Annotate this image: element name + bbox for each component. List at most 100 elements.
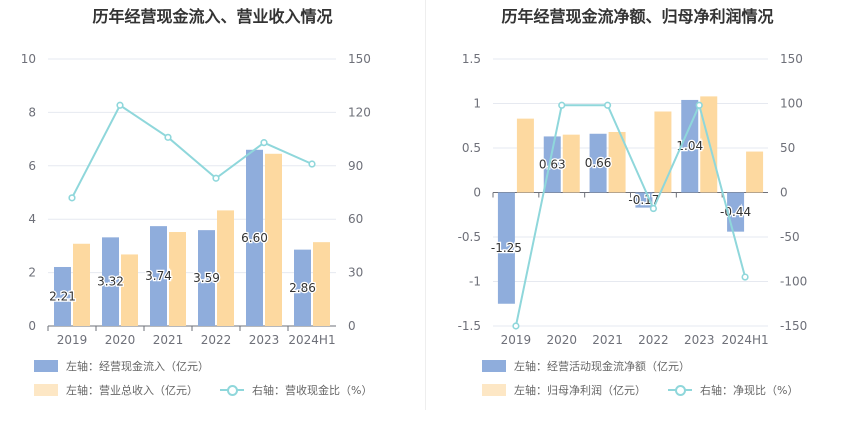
legend-line-swatch [220, 384, 244, 396]
right-axis-tick-label: 150 [780, 52, 803, 66]
legend-item-net-cash-ratio[interactable]: 右轴：净现比（%） [668, 382, 798, 398]
chart-title: 历年经营现金流入、营业收入情况 [92, 7, 333, 26]
bar-2019-series2 [516, 118, 534, 193]
x-axis-tick-label: 2021 [153, 333, 184, 347]
right-axis-tick-label: 30 [348, 266, 363, 280]
legend-bar-swatch [34, 384, 58, 396]
ratio-point-2020 [116, 101, 124, 109]
bar-2020-series1 [102, 237, 119, 326]
bar-2024H1-series2 [313, 242, 330, 326]
legend-item-revenue[interactable]: 左轴：营业总收入（亿元） [34, 382, 198, 398]
ratio-point-2022 [212, 174, 220, 182]
bar-data-label: 2.21 [49, 289, 76, 303]
ratio-point-2024H1 [741, 273, 749, 281]
bar-2021-series1 [150, 226, 167, 326]
right-axis-tick-label: -150 [780, 319, 807, 333]
bar-data-label: 3.74 [145, 269, 172, 283]
bar-2019-series1 [497, 192, 515, 304]
legend-item-cash-inflow[interactable]: 左轴：经营现金流入（亿元） [34, 358, 209, 374]
ratio-point-2021 [164, 133, 172, 141]
bar-data-label: -1.25 [491, 241, 522, 255]
legend-label: 左轴：营业总收入（亿元） [66, 384, 198, 397]
x-axis-tick-label: 2020 [546, 333, 577, 347]
bar-2023-series1 [681, 99, 699, 193]
ratio-line [514, 102, 747, 327]
x-axis-tick-label: 2019 [57, 333, 88, 347]
left-axis-tick-label: 4 [28, 212, 36, 226]
bar-data-label: 3.59 [193, 271, 220, 285]
left-axis-tick-label: 0 [28, 319, 36, 333]
bar-2024H1-series1 [294, 249, 311, 326]
right-axis-tick-label: 90 [348, 159, 363, 173]
x-axis-tick-label: 2022 [201, 333, 232, 347]
left-axis-tick-label: 1 [473, 97, 481, 111]
ratio-point-2019 [68, 194, 76, 202]
left-axis-tick-label: 0.5 [462, 141, 481, 155]
right-axis-tick-label: 120 [348, 105, 371, 119]
bar-2021-series2 [169, 232, 186, 326]
ratio-point-2019 [512, 322, 520, 330]
bar-data-label: 2.86 [289, 281, 316, 295]
ratio-point-2023 [695, 101, 703, 109]
right-axis-tick-label: -50 [780, 230, 800, 244]
ratio-line [71, 103, 313, 199]
bar-2019-series2 [73, 243, 90, 326]
bar-2023-series1 [246, 149, 263, 326]
legend-label: 右轴：净现比（%） [700, 384, 799, 397]
left-axis-tick-label: 10 [21, 52, 36, 66]
left-axis-tick-label: 6 [28, 159, 36, 173]
right-axis-tick-label: 0 [780, 186, 788, 200]
chart-plot-area: 0 2 4 6 8 10 0 30 60 90 120 150 2019 2.21 2020 3.32 2021… [21, 52, 371, 347]
cash-inflow-revenue-chart: 历年经营现金流入、营业收入情况 0 2 4 6 8 10 0 30 60 90 120 150 2019… [21, 7, 373, 398]
legend-bar-swatch [482, 384, 506, 396]
ratio-point-2024H1 [308, 160, 316, 168]
bar-2022-series1 [198, 230, 215, 326]
legend-item-net-operating-cash-flow[interactable]: 左轴：经营活动现金流净额（亿元） [482, 358, 690, 374]
chart-title: 历年经营现金流净额、归母净利润情况 [501, 7, 774, 26]
x-axis-tick-label: 2024H1 [721, 333, 768, 347]
left-axis-tick-label: -1.5 [458, 319, 481, 333]
left-axis-tick-label: -0.5 [458, 230, 481, 244]
right-axis-tick-label: 50 [780, 141, 795, 155]
right-axis-tick-label: 150 [348, 52, 371, 66]
left-axis-tick-label: 0 [473, 186, 481, 200]
right-axis-tick-label: -100 [780, 275, 807, 289]
ratio-point-2022 [649, 204, 658, 213]
x-axis-tick-label: 2024H1 [288, 333, 335, 347]
left-axis-tick-label: 1.5 [462, 52, 481, 66]
bar-data-label: 3.32 [97, 275, 124, 289]
bar-2020-series2 [121, 254, 138, 326]
x-axis-tick-label: 2020 [105, 333, 136, 347]
left-axis-tick-label: 2 [28, 266, 36, 280]
panel-divider [425, 0, 426, 410]
x-axis-tick-label: 2023 [684, 333, 715, 347]
bar-2021-series2 [608, 131, 626, 193]
ratio-point-2020 [558, 101, 566, 109]
legend-label: 左轴：归母净利润（亿元） [514, 384, 646, 397]
left-axis-tick-label: 8 [28, 105, 36, 119]
right-axis-tick-label: 0 [348, 319, 356, 333]
bar-data-label: 0.63 [539, 157, 566, 171]
legend-item-revenue-cash-ratio[interactable]: 右轴：营收现金比（%） [220, 382, 372, 398]
legend-item-net-profit[interactable]: 左轴：归母净利润（亿元） [482, 382, 646, 398]
right-axis-tick-label: 100 [780, 97, 803, 111]
left-axis-tick-label: -1 [469, 275, 481, 289]
legend-label: 左轴：经营现金流入（亿元） [66, 360, 209, 373]
legend-label: 右轴：营收现金比（%） [252, 384, 373, 397]
bar-2022-series2 [654, 111, 672, 193]
bar-data-label: 6.60 [241, 231, 268, 245]
bar-2022-series2 [217, 210, 234, 326]
bar-2019-series1 [54, 266, 71, 326]
x-axis-tick-label: 2019 [501, 333, 532, 347]
bar-data-label: 0.66 [585, 156, 612, 170]
bar-2020-series2 [562, 134, 580, 193]
legend-bar-swatch [482, 360, 506, 372]
right-axis-tick-label: 60 [348, 212, 363, 226]
legend-label: 左轴：经营活动现金流净额（亿元） [514, 360, 690, 373]
x-axis-tick-label: 2023 [249, 333, 280, 347]
legend-line-swatch [668, 384, 692, 396]
bar-2021-series1 [589, 133, 607, 193]
legend-bar-swatch [34, 360, 58, 372]
x-axis-tick-label: 2022 [638, 333, 669, 347]
bar-2023-series2 [265, 153, 282, 326]
